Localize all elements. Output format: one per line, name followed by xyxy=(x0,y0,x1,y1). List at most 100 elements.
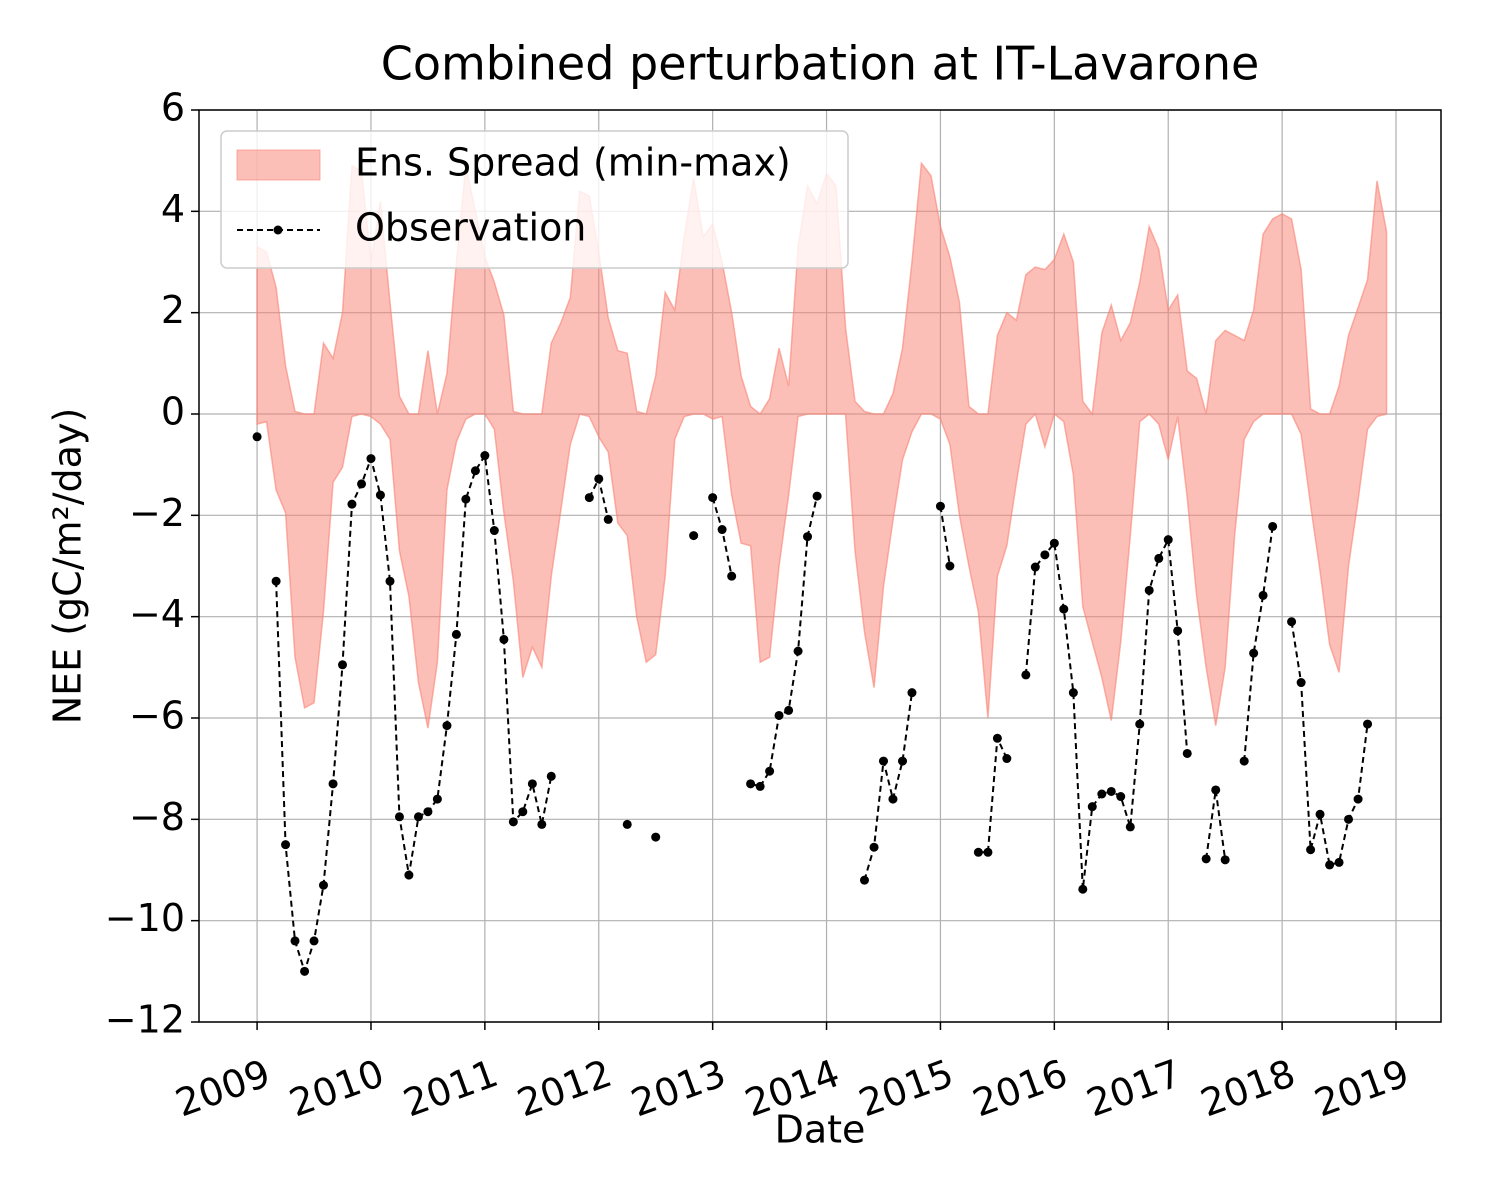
x-tick-label: 2009 xyxy=(170,1051,276,1125)
y-tick-label: 6 xyxy=(161,86,185,130)
observation-point xyxy=(470,466,480,476)
observation-point xyxy=(622,819,632,829)
observation-point xyxy=(442,721,452,731)
legend-label: Ens. Spread (min-max) xyxy=(355,141,791,185)
observation-point xyxy=(907,688,917,698)
observation-point xyxy=(271,576,281,586)
observation-point xyxy=(394,812,404,822)
observation-point xyxy=(527,779,537,789)
observation-point xyxy=(888,794,898,804)
chart-title: Combined perturbation at IT-Lavarone xyxy=(381,37,1260,91)
observation-point xyxy=(432,794,442,804)
y-tick-label: 4 xyxy=(161,187,185,231)
observation-point xyxy=(290,936,300,946)
observation-point xyxy=(281,840,291,850)
observation-point xyxy=(1306,845,1316,855)
observation-point xyxy=(1182,748,1192,758)
observation-point xyxy=(1068,688,1078,698)
observation-point xyxy=(1078,884,1088,894)
x-tick-label: 2011 xyxy=(398,1051,504,1125)
observation-point xyxy=(357,479,367,489)
observation-point xyxy=(338,660,348,670)
observation-point xyxy=(1097,789,1107,799)
plot-area xyxy=(252,161,1388,976)
y-tick-label: −10 xyxy=(105,896,185,940)
observation-point xyxy=(375,490,385,500)
observation-point xyxy=(898,756,908,766)
observation-point xyxy=(1287,617,1297,627)
observation-point xyxy=(689,531,699,541)
x-tick-label: 2019 xyxy=(1309,1051,1415,1125)
observation-point xyxy=(603,514,613,524)
observation-point xyxy=(518,807,528,817)
observation-point xyxy=(537,819,547,829)
observation-point xyxy=(746,779,756,789)
observation-point xyxy=(489,526,499,536)
x-axis-label: Date xyxy=(775,1108,866,1152)
observation-point xyxy=(1344,814,1354,824)
observation-point xyxy=(423,807,433,817)
spread-band xyxy=(256,161,1388,729)
observation-point xyxy=(366,454,376,464)
observation-point xyxy=(1144,585,1154,595)
y-tick-label: −4 xyxy=(129,592,185,636)
observation-point xyxy=(404,870,414,880)
observation-point xyxy=(1201,854,1211,864)
observation-point xyxy=(546,771,556,781)
observation-point xyxy=(385,576,395,586)
observation-point xyxy=(1258,590,1268,600)
y-tick-label: −2 xyxy=(129,491,185,535)
observation-point xyxy=(793,646,803,656)
y-tick-label: −8 xyxy=(129,795,185,839)
observation-point xyxy=(708,493,718,503)
observation-point xyxy=(1059,604,1069,614)
observation-point xyxy=(869,842,879,852)
observation-point xyxy=(252,432,262,442)
observation-point xyxy=(727,571,737,581)
observation-point xyxy=(765,766,775,776)
x-tick-label: 2010 xyxy=(284,1051,390,1125)
observation-point xyxy=(1049,538,1059,548)
observation-point xyxy=(347,499,357,509)
observation-point xyxy=(594,474,604,484)
x-tick-label: 2013 xyxy=(625,1051,731,1125)
observation-point xyxy=(461,494,471,504)
observation-point xyxy=(717,525,727,535)
observation-point xyxy=(328,779,338,789)
legend-box xyxy=(220,130,849,269)
observation-point xyxy=(651,832,661,842)
y-tick-label: −12 xyxy=(105,998,185,1042)
x-tick-label: 2018 xyxy=(1195,1051,1301,1125)
observation-point xyxy=(1334,857,1344,867)
observation-point xyxy=(499,634,509,644)
legend-swatch xyxy=(236,149,321,181)
x-tick-label: 2012 xyxy=(511,1051,617,1125)
observation-point xyxy=(1154,553,1164,563)
observation-point xyxy=(1135,719,1145,729)
observation-point xyxy=(983,847,993,857)
observation-point xyxy=(812,491,822,501)
observation-point xyxy=(1087,802,1097,812)
observation-point xyxy=(945,561,955,571)
observation-point xyxy=(1239,756,1249,766)
observation-point xyxy=(1002,754,1012,764)
observation-point xyxy=(1220,855,1230,865)
x-tick-label: 2017 xyxy=(1081,1051,1187,1125)
observation-point xyxy=(1173,626,1183,636)
x-tick-label: 2015 xyxy=(853,1051,959,1125)
observation-point xyxy=(774,710,784,720)
axes-frame xyxy=(198,109,1442,1023)
observation-point xyxy=(1296,678,1306,688)
observation-point xyxy=(878,756,888,766)
observation-point xyxy=(992,733,1002,743)
observation-point xyxy=(1106,786,1116,796)
y-tick-label: 0 xyxy=(161,390,185,434)
y-axis-label: NEE (gC/m²/day) xyxy=(46,408,90,725)
observation-point xyxy=(1030,562,1040,572)
observation-point xyxy=(1125,822,1135,832)
observation-point xyxy=(1325,860,1335,870)
observation-point xyxy=(584,493,594,503)
observation-point xyxy=(1211,785,1221,795)
legend: Ens. Spread (min-max) Observation xyxy=(220,130,849,269)
